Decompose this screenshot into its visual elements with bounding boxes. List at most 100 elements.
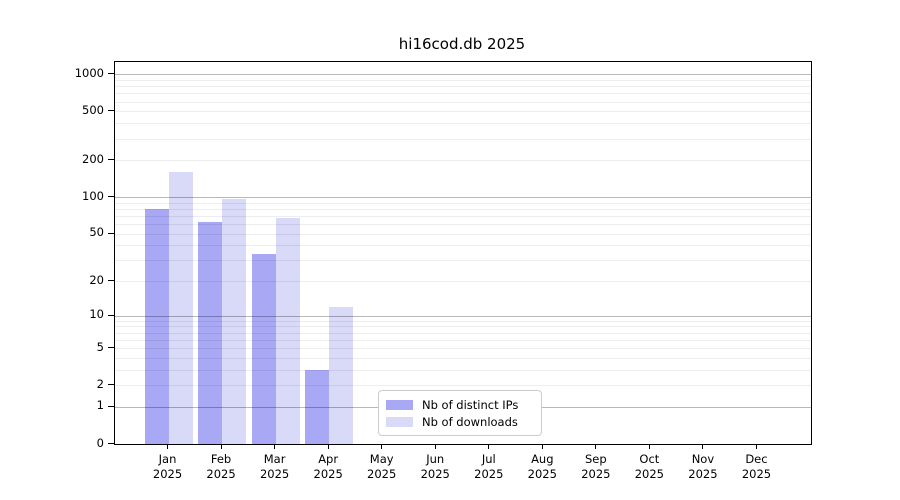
x-tick-label: Jul 2025 [457, 452, 521, 482]
x-tick-year: 2025 [313, 467, 343, 481]
x-tick-label: Apr 2025 [296, 452, 360, 482]
y-tick-label: 200 [82, 151, 104, 166]
y-tick-label: 2 [96, 376, 104, 391]
bar-distinct-ips [144, 208, 169, 444]
bar-downloads [329, 306, 354, 444]
gridline-minor [115, 332, 811, 334]
legend-item-downloads: Nb of downloads [386, 415, 541, 429]
x-tick-label: Mar 2025 [243, 452, 307, 482]
x-tick-label: May 2025 [350, 452, 414, 482]
y-tick-label: 1000 [74, 65, 104, 80]
legend: Nb of distinct IPs Nb of downloads [378, 390, 542, 436]
grid-layer [115, 62, 811, 444]
x-tick-month: Jan [158, 452, 177, 466]
y-tick-label: 100 [82, 188, 104, 203]
gridline-minor [115, 138, 811, 140]
gridline-minor [115, 326, 811, 328]
gridline-major [115, 74, 811, 76]
x-tick-mark [648, 444, 650, 449]
x-tick-label: Aug 2025 [510, 452, 574, 482]
x-tick-year: 2025 [527, 467, 557, 481]
x-tick-month: Jun [426, 452, 445, 466]
gridline-major [115, 197, 811, 199]
x-tick-year: 2025 [581, 467, 611, 481]
x-tick-mark [167, 444, 169, 449]
x-tick-mark [434, 444, 436, 449]
x-tick-label: Jan 2025 [136, 452, 200, 482]
bar-distinct-ips [251, 253, 276, 444]
y-tick-label: 20 [89, 272, 104, 287]
gridline-minor [115, 233, 811, 235]
y-tick-mark [108, 384, 114, 386]
gridline-minor [115, 202, 811, 204]
x-tick-mark [381, 444, 383, 449]
bar-downloads [222, 199, 247, 444]
gridline-minor [115, 101, 811, 103]
y-tick-mark [108, 73, 114, 75]
y-tick-mark [108, 443, 114, 444]
y-tick-mark [108, 110, 114, 112]
gridline-minor [115, 111, 811, 113]
x-tick-year: 2025 [474, 467, 504, 481]
gridline-minor [115, 357, 811, 359]
x-tick-year: 2025 [741, 467, 772, 481]
gridline-minor [115, 86, 811, 88]
x-tick-month: May [369, 452, 394, 466]
gridline-minor [115, 245, 811, 247]
gridline-minor [115, 281, 811, 283]
x-tick-year: 2025 [688, 467, 718, 481]
y-tick-mark [108, 232, 114, 234]
x-tick-label: Feb 2025 [189, 452, 253, 482]
x-tick-month: Dec [745, 452, 768, 466]
y-tick-label: 50 [89, 225, 104, 240]
y-tick-mark [108, 196, 114, 198]
bars-layer [115, 62, 811, 444]
x-tick-mark [327, 444, 329, 449]
x-tick-year: 2025 [634, 467, 665, 481]
y-tick-mark [108, 405, 114, 407]
x-tick-label: Sep 2025 [564, 452, 628, 482]
gridline-minor [115, 208, 811, 210]
x-tick-year: 2025 [420, 467, 450, 481]
x-tick-year: 2025 [152, 467, 183, 481]
y-tick-label: 500 [82, 102, 104, 117]
x-tick-month: Oct [639, 452, 660, 466]
legend-swatch-distinct-ips [386, 399, 413, 410]
gridline-major [115, 315, 811, 317]
gridline-minor [115, 339, 811, 341]
y-tick-label: 0 [96, 435, 104, 450]
gridline-minor [115, 260, 811, 262]
gridline-minor [115, 160, 811, 162]
x-tick-mark [755, 444, 757, 449]
legend-item-distinct-ips: Nb of distinct IPs [386, 398, 541, 412]
gridline-minor [115, 348, 811, 350]
gridline-minor [115, 224, 811, 226]
x-tick-month: Mar [263, 452, 286, 466]
gridline-minor [115, 385, 811, 387]
x-tick-label: Jun 2025 [403, 452, 467, 482]
y-tick-mark [108, 347, 114, 349]
gridline-minor [115, 123, 811, 125]
bar-distinct-ips [305, 369, 330, 444]
legend-label-distinct-ips: Nb of distinct IPs [422, 397, 519, 412]
x-tick-mark [488, 444, 490, 449]
y-tick-mark [108, 280, 114, 282]
x-tick-year: 2025 [259, 467, 290, 481]
y-tick-label: 10 [89, 307, 104, 322]
x-tick-mark [541, 444, 543, 449]
x-tick-label: Nov 2025 [671, 452, 735, 482]
x-tick-year: 2025 [206, 467, 236, 481]
gridline-minor [115, 215, 811, 217]
x-tick-month: Sep [585, 452, 607, 466]
x-tick-mark [702, 444, 704, 449]
gridline-minor [115, 369, 811, 371]
bar-distinct-ips [198, 222, 223, 444]
x-tick-month: Apr [318, 452, 339, 466]
legend-label-downloads: Nb of downloads [422, 414, 518, 429]
bar-downloads [275, 218, 300, 444]
y-tick-label: 1 [96, 398, 104, 413]
x-tick-label: Oct 2025 [617, 452, 681, 482]
gridline-minor [115, 79, 811, 81]
x-tick-month: Nov [691, 452, 715, 466]
x-tick-month: Aug [531, 452, 554, 466]
